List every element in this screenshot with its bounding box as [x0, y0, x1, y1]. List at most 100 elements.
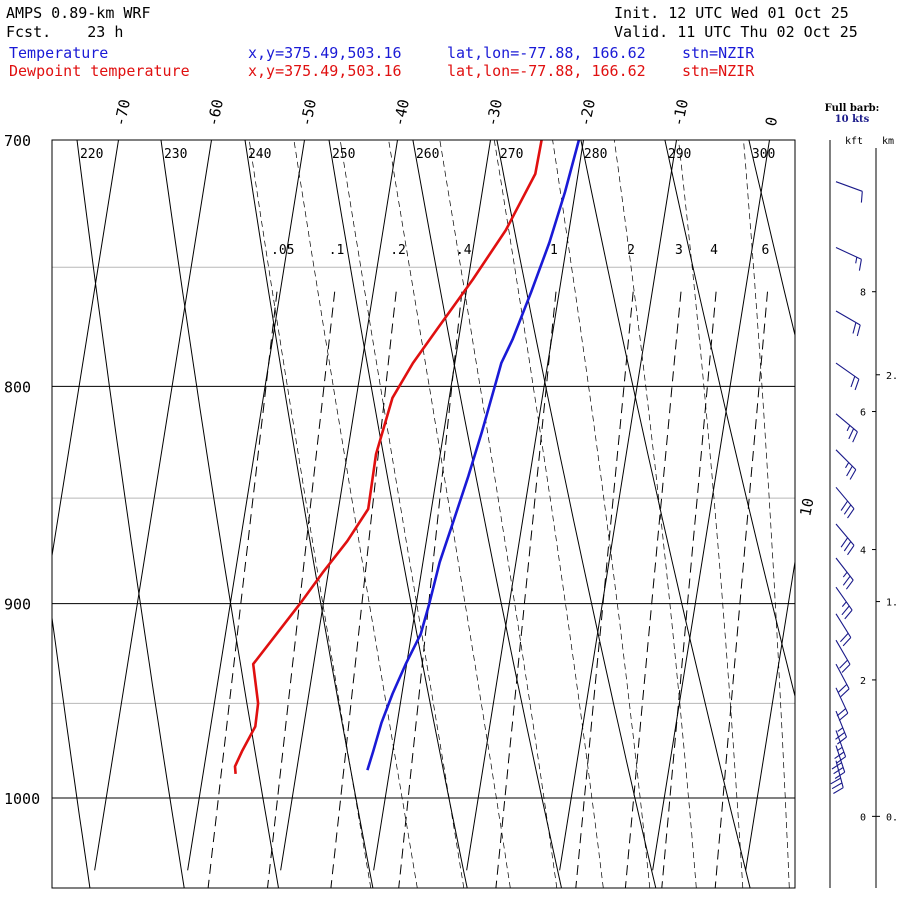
valid-label: Valid. — [614, 23, 669, 41]
pressure-tick-label: 800 — [4, 378, 31, 396]
dry-adiabat — [328, 140, 468, 888]
wind-barb — [835, 523, 855, 556]
dry-adiabat — [654, 0, 900, 888]
isotherm-line — [52, 140, 119, 559]
wind-barb — [835, 449, 857, 480]
isotherm-label: 0 — [762, 115, 781, 128]
isotherm-label: -10 — [669, 98, 692, 128]
barb-title-line1: Full barb: — [824, 103, 880, 114]
km-tick-label: 1. — [886, 598, 898, 609]
wind-barb-shape — [835, 523, 855, 556]
wind-barb — [835, 362, 860, 391]
dry-adiabat-label: 270 — [500, 147, 523, 162]
isotherm-label: -70 — [111, 98, 134, 128]
wind-barb — [835, 247, 862, 271]
dry-adiabat-label: 230 — [164, 147, 187, 162]
isotherm-line — [559, 140, 677, 871]
temperature-profile — [366, 140, 581, 771]
moist-adiabat — [860, 0, 883, 888]
mixing-ratio-line — [330, 291, 397, 888]
isotherm-line — [94, 140, 212, 871]
barb-panel-title: Full barb: 10 kts — [818, 103, 886, 125]
legend-dewpoint-name: Dewpoint temperature — [9, 62, 190, 80]
mixing-ratio-line — [714, 291, 768, 888]
wind-barb — [835, 639, 851, 673]
wind-barb-shape — [835, 310, 861, 337]
mixing-ratio-label: 1 — [550, 243, 558, 258]
legend-temperature-latlon: lat,lon=-77.88, 166.62 — [447, 44, 646, 62]
isotherm-line — [652, 140, 770, 871]
wind-barb — [835, 413, 858, 443]
dry-adiabat — [412, 140, 562, 888]
mixing-ratio-line — [267, 291, 336, 888]
km-tick-label: 2. — [886, 371, 898, 382]
kft-tick-label: 6 — [860, 408, 866, 419]
init-value: 12 UTC Wed 01 Oct 25 — [668, 4, 849, 22]
dry-adiabat — [244, 140, 374, 888]
forecast-hour: Fcst. 23 h — [6, 23, 123, 41]
mixing-ratio-line — [495, 291, 557, 888]
wind-barb-shape — [835, 613, 852, 647]
isotherm-line — [280, 140, 398, 871]
mixing-ratio-label: .2 — [390, 243, 406, 258]
isotherm-label-extra: 10 — [796, 496, 817, 517]
mixing-ratio-line — [624, 291, 682, 888]
kft-tick-label: 4 — [860, 546, 866, 557]
wind-barb — [830, 760, 844, 794]
isotherm-line — [0, 140, 26, 870]
km-tick-label: 0. — [886, 812, 898, 823]
isotherm-label: -40 — [390, 98, 413, 128]
model-title: AMPS 0.89-km WRF — [6, 4, 151, 22]
wind-barb — [835, 557, 854, 590]
wind-barb-shape — [830, 760, 844, 794]
moist-adiabat — [493, 140, 604, 888]
mixing-ratio-label: .4 — [456, 243, 472, 258]
kft-tick-label: 8 — [860, 288, 866, 299]
init-time: Init. 12 UTC Wed 01 Oct 25 — [614, 4, 849, 22]
wind-barb — [835, 613, 852, 647]
mixing-ratio-label: 6 — [762, 243, 770, 258]
isotherm-line — [466, 140, 584, 871]
wind-barb — [835, 310, 861, 337]
dewpoint-profile — [233, 140, 543, 775]
mixing-ratio-label: 2 — [627, 243, 635, 258]
fcst-value: 23 h — [87, 23, 124, 41]
kft-tick-label: 2 — [860, 676, 866, 687]
isotherm-label: -30 — [483, 98, 506, 128]
dry-adiabat — [478, 0, 900, 888]
moist-adiabat — [248, 140, 372, 888]
wind-barb-shape — [835, 663, 850, 698]
valid-value: 11 UTC Thu 02 Oct 25 — [677, 23, 858, 41]
pressure-tick-label: 700 — [4, 132, 31, 150]
barb-title-line2: 10 kts — [834, 114, 870, 125]
isotherm-line — [745, 558, 795, 871]
isotherm-label: -50 — [297, 98, 320, 128]
wind-barb-shape — [835, 449, 857, 480]
moist-adiabat — [439, 140, 558, 888]
wind-barb-shape — [835, 486, 855, 519]
plot-frame — [51, 139, 796, 889]
dry-adiabat — [713, 0, 900, 888]
mixing-ratio-label: .05 — [271, 243, 294, 258]
dry-adiabat — [419, 0, 900, 888]
wind-barb — [835, 586, 853, 620]
wind-barb — [835, 710, 848, 745]
legend-dewpoint-latlon: lat,lon=-77.88, 166.62 — [447, 62, 646, 80]
wind-barb-shape — [835, 639, 851, 673]
wind-barb-shape — [835, 710, 848, 745]
wind-barb — [835, 687, 849, 721]
legend-temperature-xy: x,y=375.49,503.16 — [248, 44, 402, 62]
legend-temperature-stn: stn=NZIR — [682, 44, 755, 62]
kft-label: kft — [845, 136, 863, 147]
dry-adiabat — [596, 0, 900, 888]
wind-barb-shape — [835, 687, 849, 721]
wind-barb-shape — [835, 181, 863, 203]
kft-tick-label: 0 — [860, 812, 866, 823]
init-label: Init. — [614, 4, 660, 22]
dry-adiabat — [76, 140, 185, 888]
dry-adiabat-label: 260 — [416, 147, 439, 162]
legend-dewpoint-stn: stn=NZIR — [682, 62, 755, 80]
valid-time: Valid. 11 UTC Thu 02 Oct 25 — [614, 23, 858, 41]
dry-adiabat — [580, 140, 751, 888]
